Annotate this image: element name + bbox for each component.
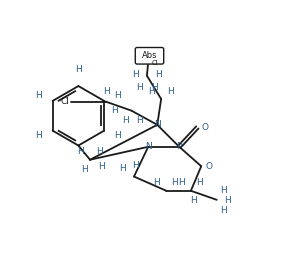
Text: P: P: [176, 142, 182, 151]
Text: Abs: Abs: [142, 51, 157, 60]
Text: H: H: [151, 83, 158, 93]
Text: H: H: [172, 178, 178, 187]
Text: H: H: [136, 83, 143, 93]
Text: H: H: [196, 178, 203, 187]
Text: H: H: [36, 91, 42, 100]
Text: H: H: [97, 147, 103, 156]
Text: Cl: Cl: [152, 60, 159, 66]
Text: H: H: [155, 70, 161, 79]
Text: H: H: [190, 196, 197, 205]
Text: H: H: [120, 164, 126, 173]
Text: H: H: [137, 116, 143, 125]
Text: H: H: [220, 206, 227, 215]
Text: O: O: [206, 162, 213, 171]
Text: H: H: [153, 178, 160, 187]
Text: H: H: [148, 87, 155, 96]
Text: H: H: [75, 66, 82, 74]
Text: O: O: [202, 123, 209, 132]
Text: H: H: [36, 131, 42, 140]
Text: H: H: [122, 116, 129, 125]
Text: H: H: [98, 162, 105, 171]
Text: H: H: [132, 161, 139, 170]
Text: H: H: [224, 196, 231, 205]
Text: H: H: [178, 178, 184, 187]
Text: H: H: [115, 91, 121, 100]
Text: Cl: Cl: [60, 97, 69, 106]
Text: H: H: [221, 186, 227, 195]
Text: H: H: [168, 87, 174, 96]
FancyBboxPatch shape: [135, 48, 164, 64]
Text: N: N: [145, 142, 152, 151]
Text: H: H: [81, 165, 87, 174]
Text: H: H: [103, 87, 110, 96]
Text: H: H: [77, 147, 83, 156]
Text: N: N: [154, 120, 161, 129]
Text: H: H: [115, 131, 121, 140]
Text: H: H: [132, 70, 139, 79]
Text: H: H: [111, 106, 118, 115]
